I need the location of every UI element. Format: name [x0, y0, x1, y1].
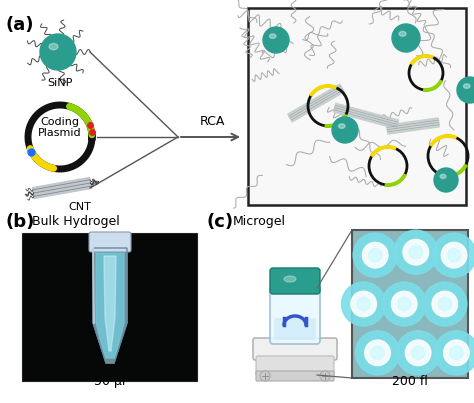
Circle shape	[332, 117, 358, 143]
FancyBboxPatch shape	[274, 318, 316, 340]
FancyBboxPatch shape	[352, 230, 468, 378]
Circle shape	[369, 249, 382, 262]
FancyBboxPatch shape	[270, 286, 320, 344]
Circle shape	[444, 340, 469, 366]
Circle shape	[382, 282, 426, 326]
Text: Plasmid: Plasmid	[38, 128, 82, 138]
Polygon shape	[333, 103, 399, 129]
Ellipse shape	[49, 44, 58, 50]
FancyBboxPatch shape	[270, 268, 320, 294]
Polygon shape	[33, 178, 91, 198]
FancyBboxPatch shape	[256, 356, 334, 376]
Circle shape	[351, 291, 376, 317]
Text: Microgel: Microgel	[233, 215, 286, 228]
Circle shape	[457, 77, 474, 103]
Circle shape	[260, 371, 270, 381]
Circle shape	[353, 233, 397, 277]
Circle shape	[371, 346, 384, 359]
Circle shape	[394, 230, 438, 274]
FancyBboxPatch shape	[256, 371, 334, 381]
Circle shape	[342, 282, 386, 326]
Circle shape	[409, 245, 422, 259]
Text: SiNP: SiNP	[47, 78, 73, 88]
Circle shape	[363, 242, 388, 268]
Circle shape	[365, 340, 390, 366]
Circle shape	[432, 233, 474, 277]
Ellipse shape	[399, 31, 406, 36]
Text: Coding: Coding	[40, 117, 80, 127]
Circle shape	[423, 282, 467, 326]
Text: 50 μl: 50 μl	[94, 375, 126, 388]
Polygon shape	[387, 118, 439, 134]
Circle shape	[447, 249, 461, 262]
Circle shape	[411, 346, 425, 359]
Ellipse shape	[284, 276, 296, 282]
Text: CNT: CNT	[69, 202, 91, 212]
Polygon shape	[288, 84, 344, 122]
Circle shape	[320, 371, 330, 381]
Circle shape	[357, 297, 370, 311]
Circle shape	[450, 346, 463, 359]
Circle shape	[434, 331, 474, 375]
Text: (c): (c)	[207, 213, 234, 231]
Circle shape	[438, 297, 451, 311]
Circle shape	[392, 24, 420, 52]
Ellipse shape	[270, 34, 276, 38]
FancyBboxPatch shape	[253, 338, 337, 360]
Circle shape	[405, 340, 431, 366]
FancyBboxPatch shape	[22, 233, 197, 381]
Circle shape	[434, 168, 458, 192]
Text: 200 fl: 200 fl	[392, 375, 428, 388]
Circle shape	[441, 242, 467, 268]
Text: RCA: RCA	[199, 115, 225, 128]
Ellipse shape	[464, 84, 470, 88]
Text: (b): (b)	[6, 213, 36, 231]
Ellipse shape	[440, 174, 446, 179]
FancyBboxPatch shape	[89, 232, 131, 252]
FancyBboxPatch shape	[248, 8, 466, 205]
Circle shape	[263, 27, 289, 53]
Circle shape	[396, 331, 440, 375]
Polygon shape	[104, 256, 116, 351]
Circle shape	[432, 291, 457, 317]
Polygon shape	[96, 253, 124, 358]
Circle shape	[356, 331, 400, 375]
Circle shape	[392, 291, 417, 317]
Circle shape	[403, 239, 428, 265]
Text: (a): (a)	[6, 16, 35, 34]
Ellipse shape	[338, 124, 345, 129]
Circle shape	[398, 297, 411, 311]
Circle shape	[40, 34, 76, 70]
Polygon shape	[93, 248, 127, 363]
Text: Bulk Hydrogel: Bulk Hydrogel	[32, 215, 120, 228]
